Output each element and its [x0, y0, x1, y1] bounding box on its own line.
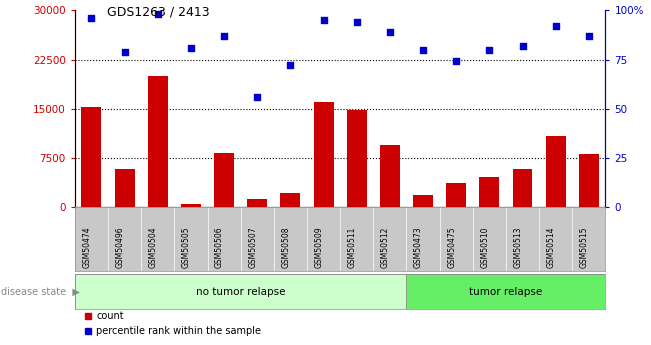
Point [186, 45, 196, 50]
Point [551, 23, 561, 29]
Point [385, 29, 395, 35]
Point [219, 33, 229, 39]
Bar [512, 169, 533, 207]
Text: GSM50511: GSM50511 [348, 226, 357, 268]
Text: GSM50474: GSM50474 [83, 226, 91, 268]
Text: GSM50512: GSM50512 [381, 226, 390, 268]
Point [518, 43, 528, 49]
Bar [181, 204, 201, 207]
Text: GSM50504: GSM50504 [149, 226, 158, 268]
Bar [579, 154, 599, 207]
Text: GSM50514: GSM50514 [547, 226, 556, 268]
Bar [81, 107, 102, 207]
Text: GSM50506: GSM50506 [215, 226, 224, 268]
Text: GDS1263 / 2413: GDS1263 / 2413 [107, 5, 210, 18]
Point [86, 16, 96, 21]
Bar [281, 193, 300, 207]
Point [152, 11, 163, 17]
Text: GSM50513: GSM50513 [514, 226, 523, 268]
Point [318, 17, 329, 23]
Point [285, 63, 296, 68]
Bar [115, 169, 135, 207]
Point [119, 49, 130, 55]
Text: GSM50515: GSM50515 [580, 226, 589, 268]
Bar [447, 183, 466, 207]
Text: GSM50508: GSM50508 [281, 226, 290, 268]
Text: GSM50473: GSM50473 [414, 226, 423, 268]
Bar [413, 195, 433, 207]
Point [418, 47, 428, 52]
Bar [406, 274, 605, 309]
Text: GSM50507: GSM50507 [248, 226, 257, 268]
Text: no tumor relapse: no tumor relapse [196, 287, 285, 296]
Bar [546, 136, 566, 207]
Bar [479, 177, 499, 207]
Text: tumor relapse: tumor relapse [469, 287, 542, 296]
Bar [380, 145, 400, 207]
Legend: count, percentile rank within the sample: count, percentile rank within the sample [79, 307, 265, 340]
Bar [347, 110, 367, 207]
Text: GSM50496: GSM50496 [116, 226, 124, 268]
Bar [314, 102, 333, 207]
Text: GSM50475: GSM50475 [447, 226, 456, 268]
Bar [247, 199, 267, 207]
Bar [75, 274, 406, 309]
Text: GSM50505: GSM50505 [182, 226, 191, 268]
Text: disease state  ▶: disease state ▶ [1, 287, 80, 296]
Point [252, 94, 262, 100]
Point [451, 59, 462, 64]
Bar [214, 153, 234, 207]
Bar [148, 76, 168, 207]
Point [352, 19, 362, 25]
Text: GSM50510: GSM50510 [480, 226, 490, 268]
Point [484, 47, 495, 52]
Text: GSM50509: GSM50509 [314, 226, 324, 268]
Point [584, 33, 594, 39]
